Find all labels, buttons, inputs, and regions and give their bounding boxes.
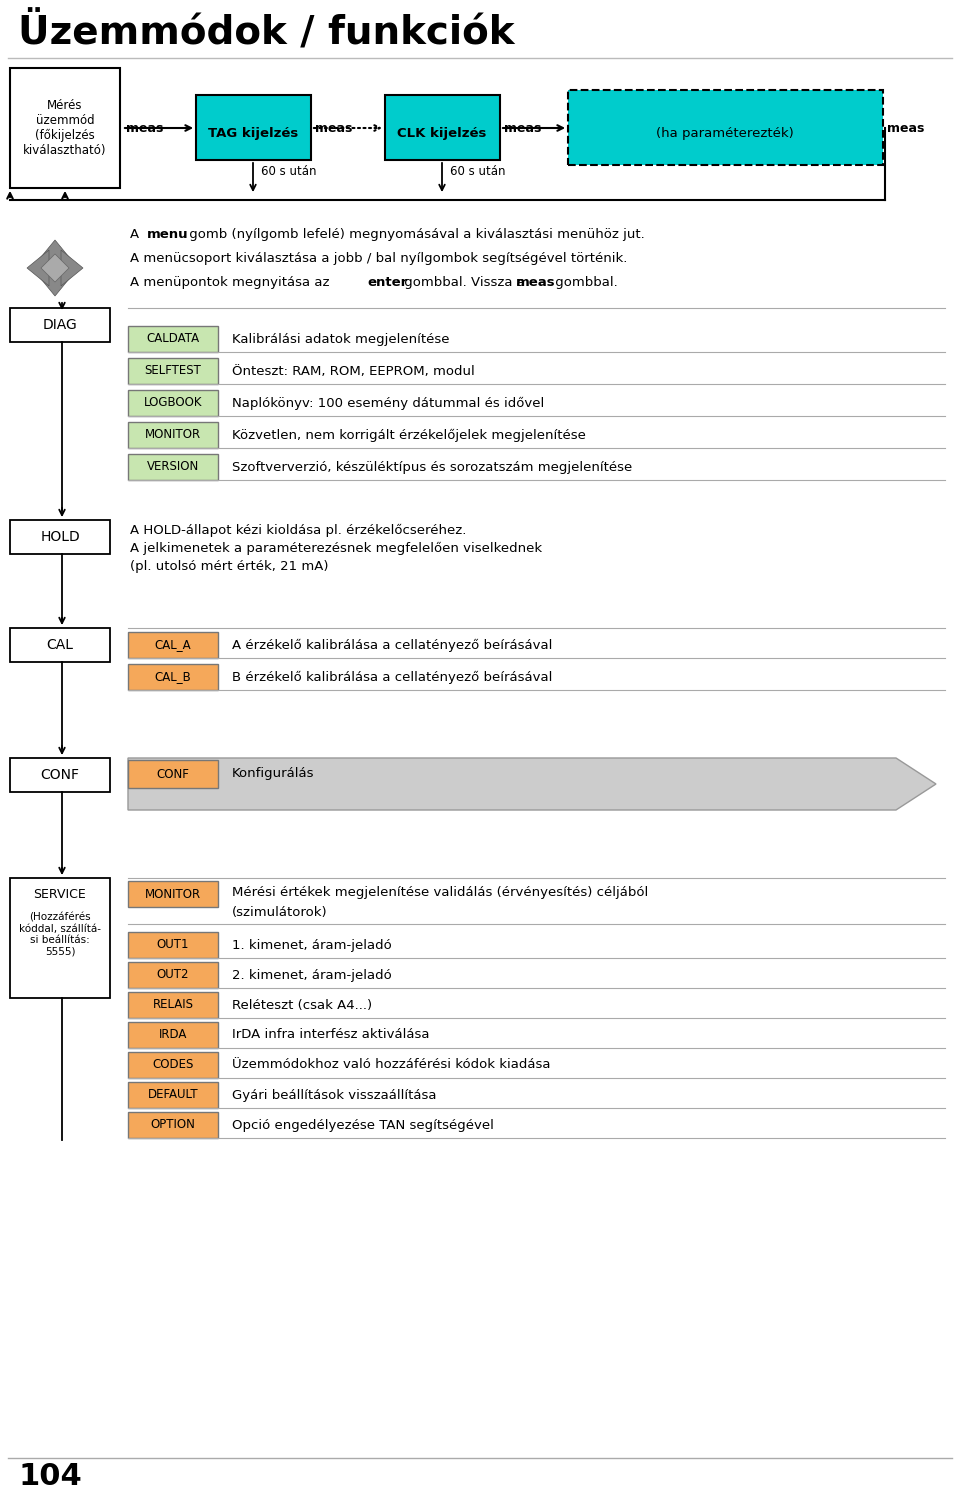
Text: menu: menu: [147, 228, 188, 242]
FancyBboxPatch shape: [128, 1052, 218, 1078]
FancyBboxPatch shape: [568, 91, 883, 165]
Text: HOLD: HOLD: [40, 530, 80, 544]
Text: enter: enter: [367, 276, 407, 288]
FancyBboxPatch shape: [128, 1111, 218, 1139]
Text: 60 s után: 60 s után: [261, 165, 317, 178]
Text: CLK kijelzés: CLK kijelzés: [397, 127, 487, 140]
Text: meas: meas: [887, 122, 924, 134]
Text: Naplókönyv: 100 esemény dátummal és idővel: Naplókönyv: 100 esemény dátummal és időv…: [232, 397, 544, 409]
Text: meas: meas: [126, 122, 163, 134]
Text: OPTION: OPTION: [151, 1119, 196, 1131]
Text: OUT1: OUT1: [156, 939, 189, 951]
Text: Üzemmódokhoz való hozzáférési kódok kiadása: Üzemmódokhoz való hozzáférési kódok kiad…: [232, 1059, 550, 1072]
FancyBboxPatch shape: [128, 1022, 218, 1048]
Text: gombbal.: gombbal.: [551, 276, 617, 288]
Polygon shape: [41, 254, 69, 282]
Text: meas: meas: [516, 276, 556, 288]
Text: Konfigurálás: Konfigurálás: [232, 767, 315, 781]
Text: OUT2: OUT2: [156, 968, 189, 982]
Text: Önteszt: RAM, ROM, EEPROM, modul: Önteszt: RAM, ROM, EEPROM, modul: [232, 364, 475, 378]
Text: Mérési értékek megjelenítése validálás (érvényesítés) céljából: Mérési értékek megjelenítése validálás (…: [232, 886, 648, 898]
Text: IrDA infra interfész aktiválása: IrDA infra interfész aktiválása: [232, 1028, 429, 1042]
FancyBboxPatch shape: [128, 880, 218, 908]
Text: SELFTEST: SELFTEST: [145, 364, 202, 378]
Text: (Hozzáférés
kóddal, szállítá-
si beállítás:
5555): (Hozzáférés kóddal, szállítá- si beállít…: [19, 912, 101, 957]
Text: CAL_A: CAL_A: [155, 639, 191, 651]
Text: Közvetlen, nem korrigált érzékelőjelek megjelenítése: Közvetlen, nem korrigált érzékelőjelek m…: [232, 429, 586, 441]
Text: B érzékelő kalibrálása a cellatényező beírásával: B érzékelő kalibrálása a cellatényező be…: [232, 670, 552, 684]
Text: (ha paraméterezték): (ha paraméterezték): [656, 127, 794, 140]
FancyBboxPatch shape: [196, 95, 311, 160]
FancyBboxPatch shape: [128, 358, 218, 384]
Text: CAL: CAL: [46, 639, 74, 652]
Polygon shape: [37, 273, 73, 296]
Text: VERSION: VERSION: [147, 461, 199, 474]
FancyBboxPatch shape: [128, 421, 218, 448]
Text: Gyári beállítások visszaállítása: Gyári beállítások visszaállítása: [232, 1089, 437, 1101]
FancyBboxPatch shape: [10, 628, 110, 661]
Text: CALDATA: CALDATA: [147, 332, 200, 346]
Text: meas: meas: [315, 122, 352, 134]
Text: CONF: CONF: [156, 767, 189, 781]
Text: TAG kijelzés: TAG kijelzés: [208, 127, 299, 140]
Text: DIAG: DIAG: [42, 319, 78, 332]
Text: 2. kimenet, áram-jeladó: 2. kimenet, áram-jeladó: [232, 968, 392, 982]
FancyBboxPatch shape: [128, 326, 218, 352]
FancyBboxPatch shape: [10, 308, 110, 341]
Text: SERVICE: SERVICE: [34, 888, 86, 900]
Text: A érzékelő kalibrálása a cellatényező beírásával: A érzékelő kalibrálása a cellatényező be…: [232, 639, 552, 652]
Text: A: A: [130, 228, 143, 242]
Text: 1. kimenet, áram-jeladó: 1. kimenet, áram-jeladó: [232, 939, 392, 951]
FancyBboxPatch shape: [128, 633, 218, 658]
FancyBboxPatch shape: [128, 1083, 218, 1108]
Text: A menücsoport kiválasztása a jobb / bal nyílgombok segítségével történik.: A menücsoport kiválasztása a jobb / bal …: [130, 252, 628, 264]
Text: 104: 104: [18, 1462, 82, 1490]
Text: CONF: CONF: [40, 769, 80, 782]
Text: (pl. utolsó mért érték, 21 mA): (pl. utolsó mért érték, 21 mA): [130, 560, 328, 572]
FancyBboxPatch shape: [128, 455, 218, 480]
FancyBboxPatch shape: [128, 962, 218, 988]
Text: Szoftververzió, készüléktípus és sorozatszám megjelenítése: Szoftververzió, készüléktípus és sorozat…: [232, 461, 633, 474]
Text: meas: meas: [504, 122, 541, 134]
Text: gomb (nyílgomb lefelé) megnyomásával a kiválasztási menühöz jut.: gomb (nyílgomb lefelé) megnyomásával a k…: [185, 228, 645, 242]
Text: MONITOR: MONITOR: [145, 429, 201, 441]
FancyBboxPatch shape: [128, 664, 218, 690]
FancyBboxPatch shape: [128, 932, 218, 957]
FancyBboxPatch shape: [10, 877, 110, 998]
Text: LOGBOOK: LOGBOOK: [144, 397, 203, 409]
Text: A HOLD-állapot kézi kioldása pl. érzékelőcseréhez.: A HOLD-állapot kézi kioldása pl. érzékel…: [130, 524, 467, 538]
Text: A jelkimenetek a paraméterezésnek megfelelően viselkednek: A jelkimenetek a paraméterezésnek megfel…: [130, 542, 542, 556]
FancyBboxPatch shape: [128, 992, 218, 1018]
Text: gombbal. Vissza a: gombbal. Vissza a: [400, 276, 529, 288]
Polygon shape: [27, 251, 49, 285]
Text: CODES: CODES: [153, 1059, 194, 1072]
Text: CAL_B: CAL_B: [155, 670, 191, 684]
Text: Üzemmódok / funkciók: Üzemmódok / funkciók: [18, 12, 515, 53]
Text: DEFAULT: DEFAULT: [148, 1089, 199, 1101]
FancyBboxPatch shape: [10, 758, 110, 793]
FancyBboxPatch shape: [10, 68, 120, 189]
Text: MONITOR: MONITOR: [145, 888, 201, 900]
FancyBboxPatch shape: [385, 95, 500, 160]
Text: (szimulátorok): (szimulátorok): [232, 906, 327, 920]
Polygon shape: [61, 251, 83, 285]
Text: IRDA: IRDA: [158, 1028, 187, 1042]
Text: Opció engedélyezése TAN segítségével: Opció engedélyezése TAN segítségével: [232, 1119, 493, 1131]
Text: Mérés
üzemmód
(főkijelzés
kiválasztható): Mérés üzemmód (főkijelzés kiválasztható): [23, 100, 107, 157]
Text: Kalibrálási adatok megjelenítése: Kalibrálási adatok megjelenítése: [232, 332, 449, 346]
Polygon shape: [37, 240, 73, 263]
FancyBboxPatch shape: [10, 519, 110, 554]
Text: A menüpontok megnyitása az: A menüpontok megnyitása az: [130, 276, 334, 288]
Polygon shape: [128, 758, 936, 809]
Text: Reléteszt (csak A4...): Reléteszt (csak A4...): [232, 998, 372, 1012]
Text: RELAIS: RELAIS: [153, 998, 194, 1012]
FancyBboxPatch shape: [128, 760, 218, 788]
Text: 60 s után: 60 s után: [450, 165, 506, 178]
FancyBboxPatch shape: [128, 390, 218, 415]
